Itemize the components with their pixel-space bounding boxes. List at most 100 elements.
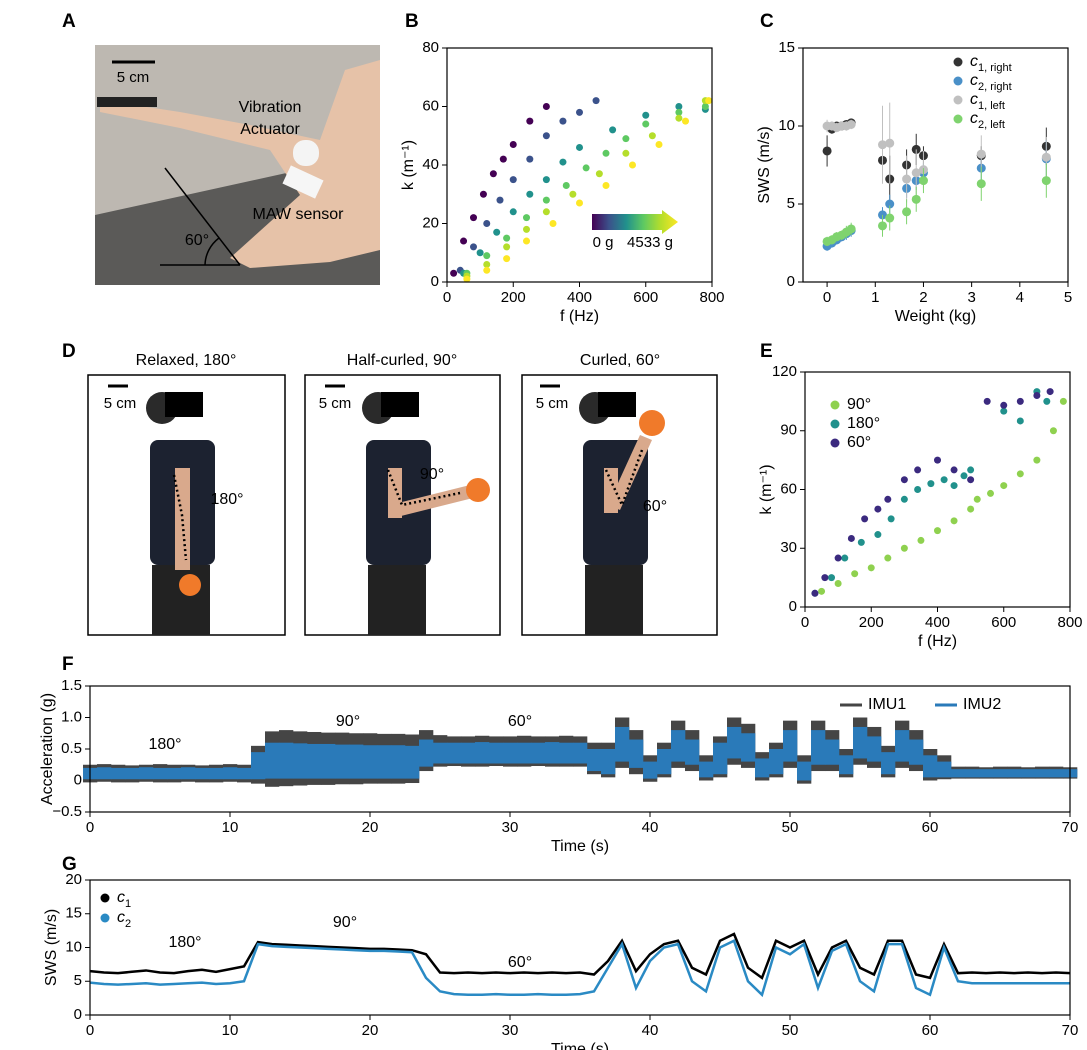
- point: [682, 118, 689, 125]
- signal-range: [223, 767, 237, 779]
- colorbar-label: 0 g: [593, 234, 614, 251]
- point: [483, 220, 490, 227]
- y-tick-label: 0: [787, 273, 795, 290]
- legend-swatch: [954, 115, 963, 124]
- signal-range: [447, 743, 461, 764]
- panel-label: D: [62, 341, 76, 362]
- plot-area: [90, 934, 1070, 995]
- figure: A 5 cm Vibration Actuator MAW sensor 60°…: [0, 0, 1087, 1050]
- x-tick-label: 0: [801, 614, 809, 631]
- signal-range: [475, 742, 489, 763]
- signal-range: [279, 743, 293, 779]
- point: [1042, 153, 1051, 162]
- signal-range: [209, 768, 223, 779]
- point: [874, 506, 881, 513]
- chart: C012345051015Weight (kg)SWS (m/s)c1, rig…: [756, 11, 1072, 325]
- point: [497, 197, 504, 204]
- legend-subscript: 2, right: [978, 81, 1012, 93]
- signal-range: [139, 767, 153, 779]
- signal-range: [713, 743, 727, 775]
- point: [559, 159, 566, 166]
- x-axis-label: f (Hz): [918, 633, 957, 650]
- signal-range: [97, 767, 111, 779]
- point: [851, 570, 858, 577]
- point: [543, 197, 550, 204]
- point: [1042, 176, 1051, 185]
- x-tick-label: 40: [642, 819, 659, 836]
- point: [1033, 392, 1040, 399]
- plot-frame: [803, 48, 1068, 282]
- point: [961, 472, 968, 479]
- x-tick-label: 0: [823, 289, 831, 306]
- signal-range: [391, 745, 405, 778]
- signal-range: [251, 752, 265, 779]
- point: [919, 176, 928, 185]
- signal-range: [867, 736, 881, 761]
- y-tick-label: 0: [74, 1006, 82, 1023]
- legs: [152, 565, 210, 635]
- annotation: 60°: [508, 954, 532, 971]
- signal-range: [769, 749, 783, 774]
- point: [609, 126, 616, 133]
- point: [821, 574, 828, 581]
- annotation: 180°: [148, 736, 181, 753]
- point: [951, 466, 958, 473]
- point: [500, 156, 507, 163]
- point: [629, 162, 636, 169]
- point: [603, 182, 610, 189]
- y-tick-label: 30: [780, 539, 797, 556]
- censor: [381, 392, 419, 417]
- y-tick-label: 20: [422, 214, 439, 231]
- x-axis-label: Time (s): [551, 1041, 609, 1050]
- photo-title: Curled, 60°: [580, 352, 660, 369]
- point: [912, 195, 921, 204]
- dumbbell: [179, 574, 201, 596]
- point: [901, 545, 908, 552]
- signal-range: [601, 749, 615, 774]
- x-tick-label: 60: [922, 819, 939, 836]
- point: [967, 506, 974, 513]
- point: [1017, 417, 1024, 424]
- signal-range: [797, 762, 811, 781]
- signal-range: [349, 745, 363, 779]
- chart: E02004006008000306090120f (Hz)k (m⁻¹)90°…: [758, 341, 1082, 650]
- censor: [165, 392, 203, 417]
- x-tick-label: 600: [633, 289, 658, 306]
- legend-label: c1: [117, 889, 131, 910]
- scale-label: 5 cm: [536, 395, 569, 412]
- point: [483, 267, 490, 274]
- legend-label: c2, right: [970, 72, 1012, 93]
- point: [480, 191, 487, 198]
- legend-label: c1, right: [970, 53, 1012, 74]
- point: [622, 150, 629, 157]
- point: [823, 146, 832, 155]
- signal-range: [167, 768, 181, 779]
- point: [878, 221, 887, 230]
- colorbar: [592, 210, 678, 234]
- point: [550, 220, 557, 227]
- point: [847, 224, 856, 233]
- signal-range: [377, 745, 391, 778]
- page: { "photos": [ {"label": "A", "scale": "5…: [0, 0, 1087, 1050]
- point: [885, 139, 894, 148]
- point: [526, 191, 533, 198]
- series-line: [90, 934, 1070, 978]
- legend-label: 180°: [847, 415, 880, 432]
- signal-range: [1049, 769, 1063, 777]
- y-tick-label: 10: [65, 938, 82, 955]
- signal-range: [699, 762, 713, 778]
- point: [848, 535, 855, 542]
- chart: G01020304050607005101520Time (s)SWS (m/s…: [43, 854, 1078, 1050]
- legend-label: c2: [117, 909, 131, 930]
- point: [642, 121, 649, 128]
- y-tick-label: 90: [780, 422, 797, 439]
- photo-d1: [88, 375, 285, 635]
- signal-range: [839, 755, 853, 774]
- y-tick-label: 15: [778, 39, 795, 56]
- x-tick-label: 20: [362, 1022, 379, 1039]
- point: [569, 191, 576, 198]
- point: [503, 243, 510, 250]
- legend-label: c1, left: [970, 91, 1005, 112]
